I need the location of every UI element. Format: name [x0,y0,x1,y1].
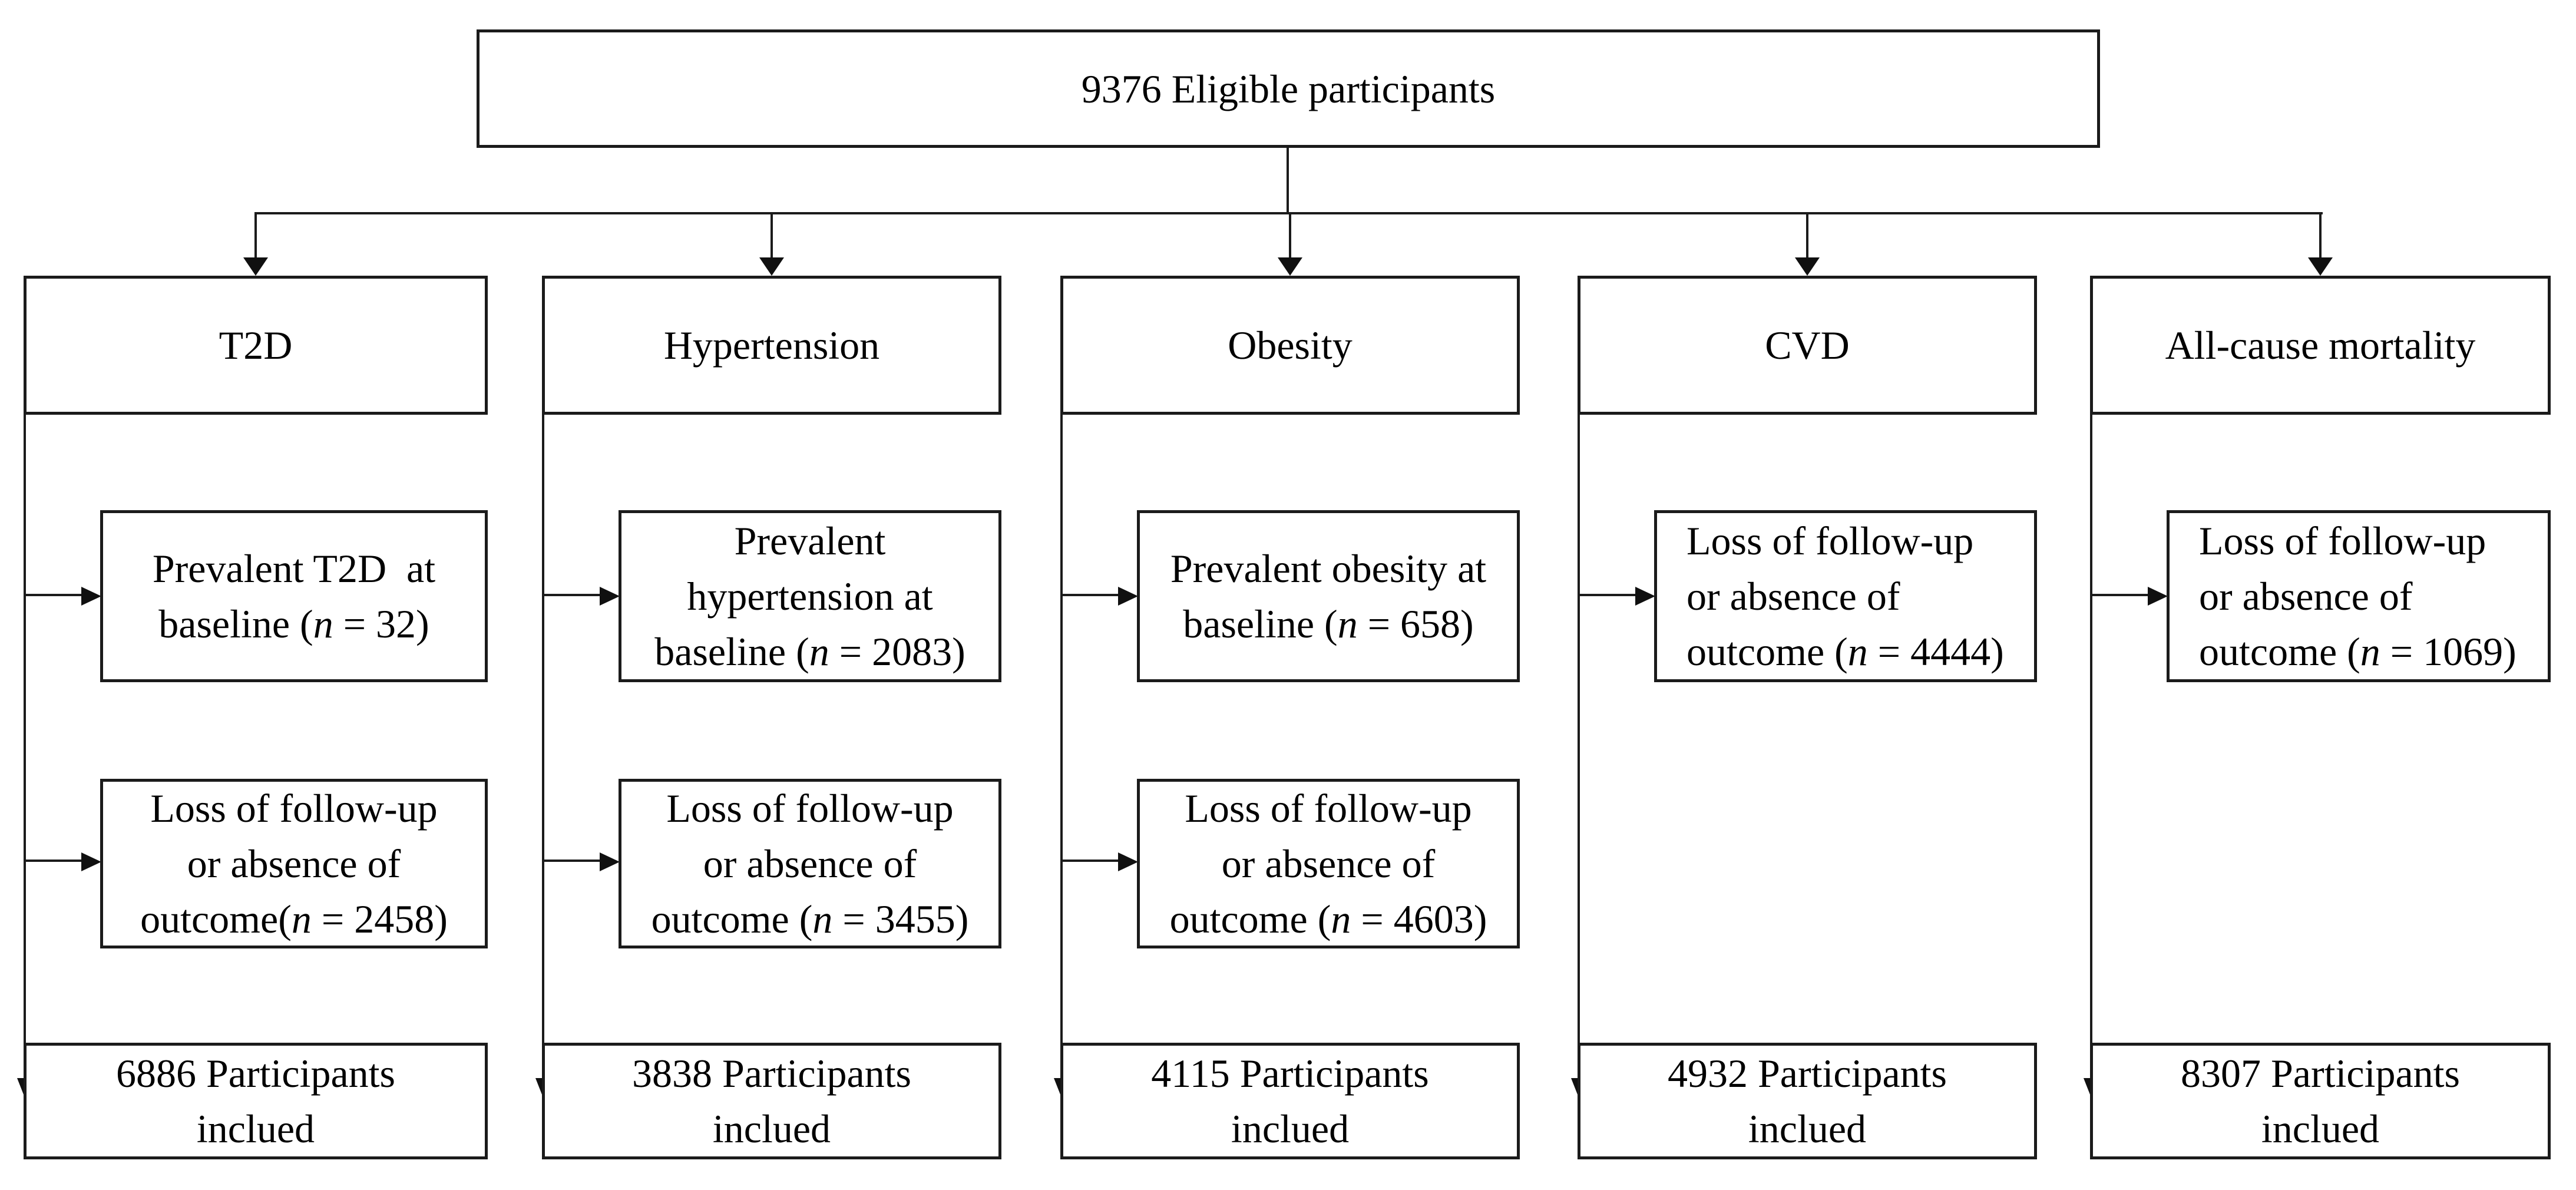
result-box: 4115 Participants inclued [1060,1043,1520,1159]
column-spine-line [24,415,26,1086]
arrow-right-icon [2148,587,2168,606]
branch-line [2319,212,2322,259]
column-header-box-all-cause-mortality: All-cause mortality [2090,276,2551,415]
branch-line [1289,212,1291,259]
root-connector-line [1287,147,1289,214]
result-box: 6886 Participants inclued [24,1043,488,1159]
arrow-down-icon [2308,257,2333,276]
branch-line [771,212,773,259]
exclusion-text: Loss of follow-up or absence of outcome … [1687,518,2004,674]
exclusion-arrow-line [25,860,82,862]
arrow-right-icon [1635,587,1655,606]
exclusion-box: Prevalent T2D at baseline (n = 32) [100,510,488,682]
result-text: 6886 Participants inclued [115,1051,396,1151]
exclusion-box: Loss of follow-up or absence of outcome … [619,779,1001,948]
exclusion-text: Prevalent obesity at baseline (n = 658) [1170,546,1487,646]
exclusion-text: Prevalent hypertension at baseline (n = … [654,518,965,674]
arrow-right-icon [600,587,620,606]
exclusion-box: Loss of follow-up or absence of outcome … [2167,510,2551,682]
distribution-line [254,212,2323,214]
column-spine-line [2090,415,2092,1086]
exclusion-box: Prevalent hypertension at baseline (n = … [619,510,1001,682]
eligible-participants-label: 9376 Eligible participants [1081,66,1496,111]
arrow-right-icon [1118,587,1138,606]
arrow-right-icon [1118,852,1138,871]
branch-line [1806,212,1808,259]
exclusion-arrow-line [543,594,601,596]
column-header-box-t2d: T2D [24,276,488,415]
result-text: 3838 Participants inclued [631,1051,912,1151]
column-header-label: All-cause mortality [2165,323,2476,368]
eligible-participants-box: 9376 Eligible participants [477,29,2100,148]
exclusion-arrow-line [543,860,601,862]
arrow-down-icon [1278,257,1302,276]
branch-line [254,212,257,259]
column-header-label: T2D [219,323,293,368]
exclusion-text: Loss of follow-up or absence of outcome … [1169,786,1487,941]
result-text: 4932 Participants inclued [1667,1051,1947,1151]
column-header-box-cvd: CVD [1578,276,2037,415]
exclusion-box: Loss of follow-up or absence of outcome … [1654,510,2037,682]
arrow-down-icon [243,257,268,276]
exclusion-arrow-line [25,594,82,596]
arrow-right-icon [81,852,101,871]
column-spine-line [1578,415,1580,1086]
column-spine-line [1060,415,1063,1086]
exclusion-box: Loss of follow-up or absence of outcome(… [100,779,488,948]
exclusion-box: Loss of follow-up or absence of outcome … [1137,779,1520,948]
column-header-box-obesity: Obesity [1060,276,1520,415]
column-header-box-hypertension: Hypertension [542,276,1001,415]
arrow-down-icon [759,257,784,276]
exclusion-text: Prevalent T2D at baseline (n = 32) [152,546,436,646]
column-header-label: CVD [1765,323,1850,368]
exclusion-box: Prevalent obesity at baseline (n = 658) [1137,510,1520,682]
column-header-label: Hypertension [663,323,880,368]
exclusion-text: Loss of follow-up or absence of outcome(… [140,786,448,941]
column-header-label: Obesity [1228,323,1353,368]
result-text: 4115 Participants inclued [1151,1051,1429,1151]
exclusion-text: Loss of follow-up or absence of outcome … [2199,518,2517,674]
result-text: 8307 Participants inclued [2180,1051,2461,1151]
arrow-right-icon [81,587,101,606]
arrow-down-icon [1795,257,1820,276]
exclusion-arrow-line [1062,860,1119,862]
result-box: 3838 Participants inclued [542,1043,1001,1159]
column-spine-line [542,415,544,1086]
exclusion-arrow-line [2091,594,2149,596]
exclusion-text: Loss of follow-up or absence of outcome … [651,786,969,941]
exclusion-arrow-line [1062,594,1119,596]
result-box: 4932 Participants inclued [1578,1043,2037,1159]
result-box: 8307 Participants inclued [2090,1043,2551,1159]
exclusion-arrow-line [1579,594,1636,596]
arrow-right-icon [600,852,620,871]
